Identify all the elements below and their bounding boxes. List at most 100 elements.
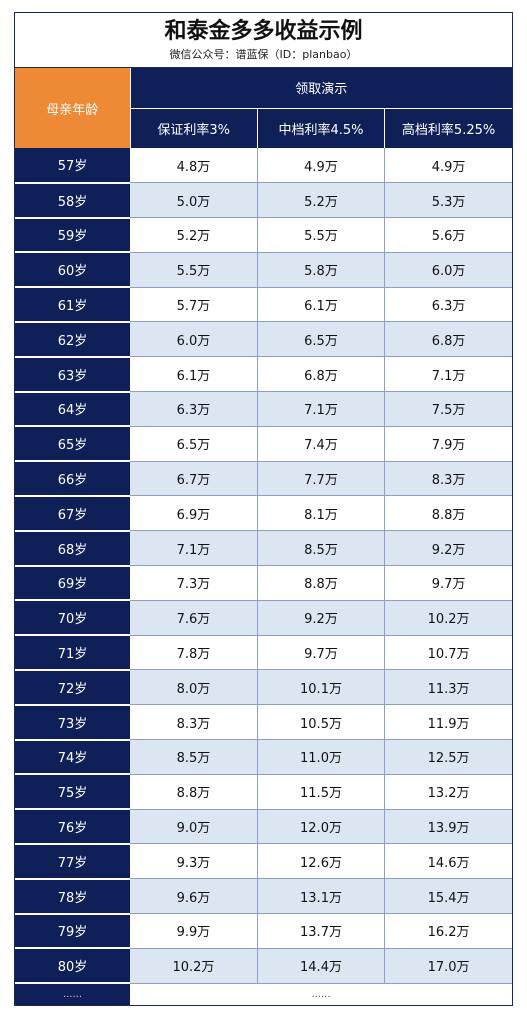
- medium-value-cell: 8.1万: [257, 495, 386, 532]
- table-row: 76岁 9.0万 12.0万 13.9万: [15, 809, 512, 845]
- high-value-cell: 6.3万: [384, 287, 512, 323]
- medium-value-cell: 10.1万: [257, 669, 386, 706]
- table-row: 70岁 7.6万 9.2万 10.2万: [15, 600, 512, 637]
- age-cell: 77岁: [15, 843, 130, 880]
- high-value-cell: 7.9万: [384, 426, 512, 462]
- medium-value-cell: 14.4万: [257, 948, 386, 984]
- age-cell: 60岁: [15, 252, 130, 289]
- high-value-cell: 15.4万: [384, 878, 512, 915]
- age-cell: 71岁: [15, 635, 130, 671]
- high-value-cell: 6.0万: [384, 252, 512, 288]
- age-column-header: 母亲年龄: [15, 68, 131, 148]
- age-cell: 73岁: [15, 704, 130, 741]
- table-row: 79岁 9.9万 13.7万 16.2万: [15, 913, 512, 950]
- guaranteed-value-cell: 6.1万: [130, 356, 258, 393]
- age-cell: 62岁: [15, 321, 130, 358]
- benefit-table-sheet: 和泰金多多收益示例 微信公众号：谱蓝保（ID：planbao） 母亲年龄 领取演…: [14, 12, 513, 1007]
- guaranteed-value-cell: 6.0万: [130, 321, 258, 358]
- guaranteed-value-cell: 8.8万: [130, 774, 258, 810]
- age-cell: 74岁: [15, 739, 130, 776]
- guaranteed-value-cell: 9.0万: [130, 809, 258, 845]
- high-value-cell: 8.3万: [384, 461, 512, 497]
- table-row: 73岁 8.3万 10.5万 11.9万: [15, 704, 512, 741]
- page-title: 和泰金多多收益示例: [164, 19, 363, 44]
- high-value-cell: 10.2万: [384, 600, 512, 636]
- table-row: 62岁 6.0万 6.5万 6.8万: [15, 321, 512, 358]
- age-cell: 57岁: [15, 148, 130, 184]
- high-value-cell: 5.6万: [384, 217, 512, 253]
- table-row: 78岁 9.6万 13.1万 15.4万: [15, 878, 512, 915]
- high-value-cell: 9.2万: [384, 530, 512, 567]
- guaranteed-value-cell: 7.8万: [130, 635, 258, 671]
- table-row: 80岁 10.2万 14.4万 17.0万: [15, 948, 512, 985]
- table-row: 74岁 8.5万 11.0万 12.5万: [15, 739, 512, 776]
- age-cell: 68岁: [15, 530, 130, 567]
- guaranteed-value-cell: 7.1万: [130, 530, 258, 567]
- table-row: 65岁 6.5万 7.4万 7.9万: [15, 426, 512, 463]
- medium-value-cell: 8.5万: [257, 530, 386, 567]
- high-value-cell: 11.9万: [384, 704, 512, 741]
- medium-value-cell: 7.7万: [257, 461, 386, 497]
- high-value-cell: 5.3万: [384, 182, 512, 219]
- guaranteed-value-cell: 8.5万: [130, 739, 258, 775]
- table-row: 59岁 5.2万 5.5万 5.6万: [15, 217, 512, 254]
- age-cell: 79岁: [15, 913, 130, 950]
- medium-value-cell: 10.5万: [257, 704, 386, 741]
- medium-value-cell: 12.0万: [257, 809, 386, 845]
- page-subtitle: 微信公众号：谱蓝保（ID：planbao）: [169, 48, 358, 61]
- high-value-cell: 9.7万: [384, 565, 512, 601]
- medium-value-cell: 12.6万: [257, 843, 386, 880]
- benefit-table: 母亲年龄 领取演示 保证利率3% 中档利率4.5% 高档利率5.25% 57岁 4…: [15, 68, 512, 1006]
- high-value-cell: 17.0万: [384, 948, 512, 984]
- guaranteed-rate-header: 保证利率3%: [130, 108, 258, 148]
- high-rate-header: 高档利率5.25%: [384, 108, 512, 148]
- age-cell: 59岁: [15, 217, 130, 254]
- high-value-cell: 7.5万: [384, 391, 512, 427]
- table-row: 68岁 7.1万 8.5万 9.2万: [15, 530, 512, 567]
- age-cell: 70岁: [15, 600, 130, 637]
- table-row: 77岁 9.3万 12.6万 14.6万: [15, 843, 512, 880]
- medium-value-cell: 13.7万: [257, 913, 386, 949]
- high-value-cell: 12.5万: [384, 739, 512, 775]
- medium-value-cell: 5.5万: [257, 217, 386, 253]
- age-cell: 75岁: [15, 774, 130, 811]
- table-row: 66岁 6.7万 7.7万 8.3万: [15, 461, 512, 497]
- age-cell: 69岁: [15, 565, 130, 602]
- age-cell: 72岁: [15, 669, 130, 706]
- guaranteed-value-cell: 6.9万: [130, 495, 258, 532]
- guaranteed-value-cell: 10.2万: [130, 948, 258, 984]
- guaranteed-value-cell: 5.5万: [130, 252, 258, 288]
- medium-value-cell: 9.2万: [257, 600, 386, 636]
- table-row: 60岁 5.5万 5.8万 6.0万: [15, 252, 512, 289]
- table-row: 72岁 8.0万 10.1万 11.3万: [15, 669, 512, 706]
- guaranteed-value-cell: 6.7万: [130, 461, 258, 497]
- age-cell: 78岁: [15, 878, 130, 915]
- age-cell: 64岁: [15, 391, 130, 428]
- age-cell: 67岁: [15, 495, 130, 532]
- medium-value-cell: 6.5万: [257, 321, 386, 358]
- table-row: 57岁 4.8万 4.9万 4.9万: [15, 148, 512, 184]
- medium-value-cell: 11.5万: [257, 774, 386, 810]
- medium-value-cell: 5.2万: [257, 182, 386, 219]
- table-row: 75岁 8.8万 11.5万 13.2万: [15, 774, 512, 811]
- table-row: 67岁 6.9万 8.1万 8.8万: [15, 495, 512, 532]
- medium-value-cell: 13.1万: [257, 878, 386, 915]
- medium-value-cell: 9.7万: [257, 635, 386, 671]
- medium-value-cell: 11.0万: [257, 739, 386, 775]
- age-cell: 66岁: [15, 461, 130, 497]
- medium-rate-header: 中档利率4.5%: [257, 108, 386, 148]
- medium-value-cell: 6.1万: [257, 287, 386, 323]
- medium-value-cell: 7.1万: [257, 391, 386, 427]
- high-value-cell: 4.9万: [384, 148, 512, 184]
- guaranteed-value-cell: 5.0万: [130, 182, 258, 219]
- guaranteed-value-cell: 5.7万: [130, 287, 258, 323]
- age-cell: 63岁: [15, 356, 130, 393]
- high-value-cell: 7.1万: [384, 356, 512, 393]
- high-value-cell: 10.7万: [384, 635, 512, 671]
- high-value-cell: 14.6万: [384, 843, 512, 880]
- medium-value-cell: 5.8万: [257, 252, 386, 288]
- title-block: 和泰金多多收益示例 微信公众号：谱蓝保（ID：planbao）: [15, 13, 512, 68]
- table-row: 69岁 7.3万 8.8万 9.7万: [15, 565, 512, 602]
- table-row: 58岁 5.0万 5.2万 5.3万: [15, 182, 512, 219]
- age-cell: 76岁: [15, 809, 130, 845]
